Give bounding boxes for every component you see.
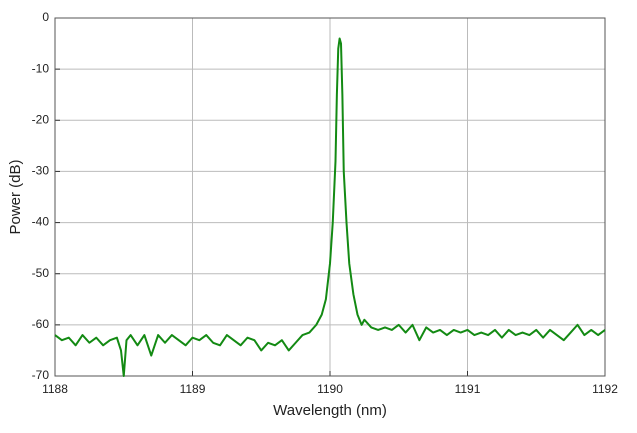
x-tick-label: 1192 [592, 382, 618, 396]
spectrum-line [54, 37, 606, 377]
y-axis-label: Power (dB) [7, 159, 24, 234]
y-tick-label: -60 [32, 317, 50, 331]
x-axis-label: Wavelength (nm) [273, 402, 387, 419]
x-tick-label: 1190 [317, 382, 343, 396]
plot-frame [54, 17, 606, 377]
x-tick-label: 1188 [42, 382, 68, 396]
x-tick-label: 1191 [455, 382, 481, 396]
y-tick-label: -10 [32, 61, 50, 75]
y-tick-label: 0 [42, 10, 49, 24]
y-tick-label: -20 [32, 112, 50, 126]
y-tick-label: -70 [32, 368, 50, 382]
y-tick-label: -40 [32, 215, 50, 229]
y-tick-label: -30 [32, 164, 50, 178]
x-tick-label: 1189 [180, 382, 206, 396]
y-tick-label: -50 [32, 266, 50, 280]
